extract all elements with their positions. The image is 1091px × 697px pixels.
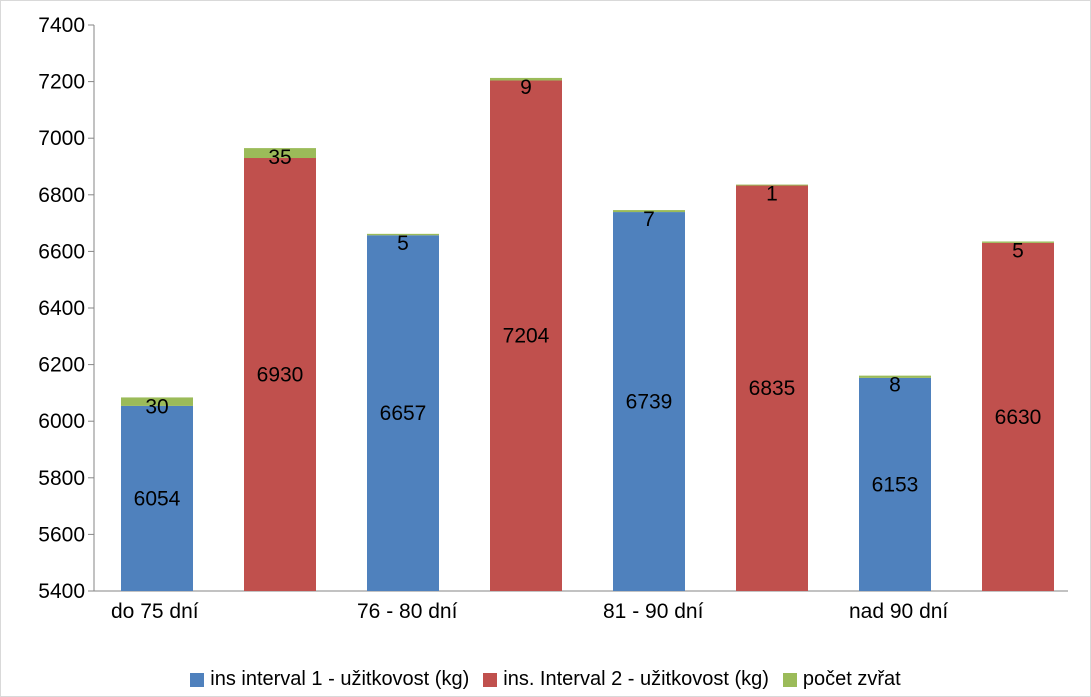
legend-label: ins interval 1 - užitkovost (kg): [210, 668, 470, 690]
bar-value-label: 6054: [134, 487, 181, 510]
bar-value-label: 6630: [995, 406, 1042, 429]
bar-count-label: 30: [145, 395, 168, 418]
bar-count-label: 5: [397, 232, 409, 255]
bar-count-label: 5: [1012, 239, 1024, 262]
legend-swatch: [483, 672, 498, 687]
bar-count-segment: [490, 77, 562, 81]
x-category-label: 81 - 90 dní: [603, 600, 704, 623]
bar-value-label: 7204: [503, 325, 550, 348]
bar-count-label: 7: [643, 208, 655, 231]
bar-count-segment: [367, 233, 439, 236]
bar-count-segment: [121, 397, 193, 406]
bar-value: [367, 235, 439, 592]
bar-count-segment: [736, 184, 808, 186]
y-tick-label: 5400: [38, 580, 85, 603]
bar-count-segment: [982, 241, 1054, 243]
y-tick-label: 6800: [38, 184, 85, 207]
legend-swatch: [190, 672, 205, 687]
bar-value: [244, 158, 316, 591]
legend-item: ins interval 1 - užitkovost (kg): [190, 668, 469, 691]
bar-value-label: 6835: [749, 377, 796, 400]
legend-item: ins. Interval 2 - užitkovost (kg): [483, 668, 769, 691]
y-tick-label: 6200: [38, 354, 85, 377]
bar-value-label: 6657: [380, 402, 427, 425]
bar-count-segment: [244, 148, 316, 159]
bar-value: [859, 377, 931, 591]
y-tick-label: 6600: [38, 240, 85, 263]
bar-count-label: 35: [268, 146, 291, 169]
bar-count-segment: [859, 375, 931, 378]
legend: ins interval 1 - užitkovost (kg) ins. Int…: [0, 668, 1091, 691]
bar-value: [490, 80, 562, 591]
x-category-label: do 75 dní: [111, 600, 199, 623]
bar-value: [121, 405, 193, 591]
legend-label: ins. Interval 2 - užitkovost (kg): [503, 668, 769, 690]
bar-count-label: 1: [766, 183, 778, 206]
y-tick-label: 5600: [38, 523, 85, 546]
x-category-label: 76 - 80 dní: [357, 600, 458, 623]
y-tick-label: 7200: [38, 71, 85, 94]
bar-value: [613, 212, 685, 592]
bar-count-label: 8: [889, 374, 901, 397]
bar-value-label: 6930: [257, 364, 304, 387]
legend-item: počet zvřat: [782, 668, 901, 691]
legend-swatch: [782, 672, 797, 687]
bar-value: [736, 184, 808, 591]
y-tick-label: 5800: [38, 467, 85, 490]
legend-label: počet zvřat: [802, 668, 901, 690]
bar-count-segment: [613, 210, 685, 213]
y-tick-label: 6000: [38, 410, 85, 433]
x-category-label: nad 90 dní: [849, 600, 948, 623]
y-tick-label: 7000: [38, 127, 85, 150]
y-tick-label: 7400: [38, 14, 85, 37]
bar-value: [982, 242, 1054, 591]
y-tick-label: 6400: [38, 297, 85, 320]
bar-count-label: 9: [520, 76, 532, 99]
bar-value-label: 6153: [872, 473, 919, 496]
bar-value-label: 6739: [626, 391, 673, 414]
